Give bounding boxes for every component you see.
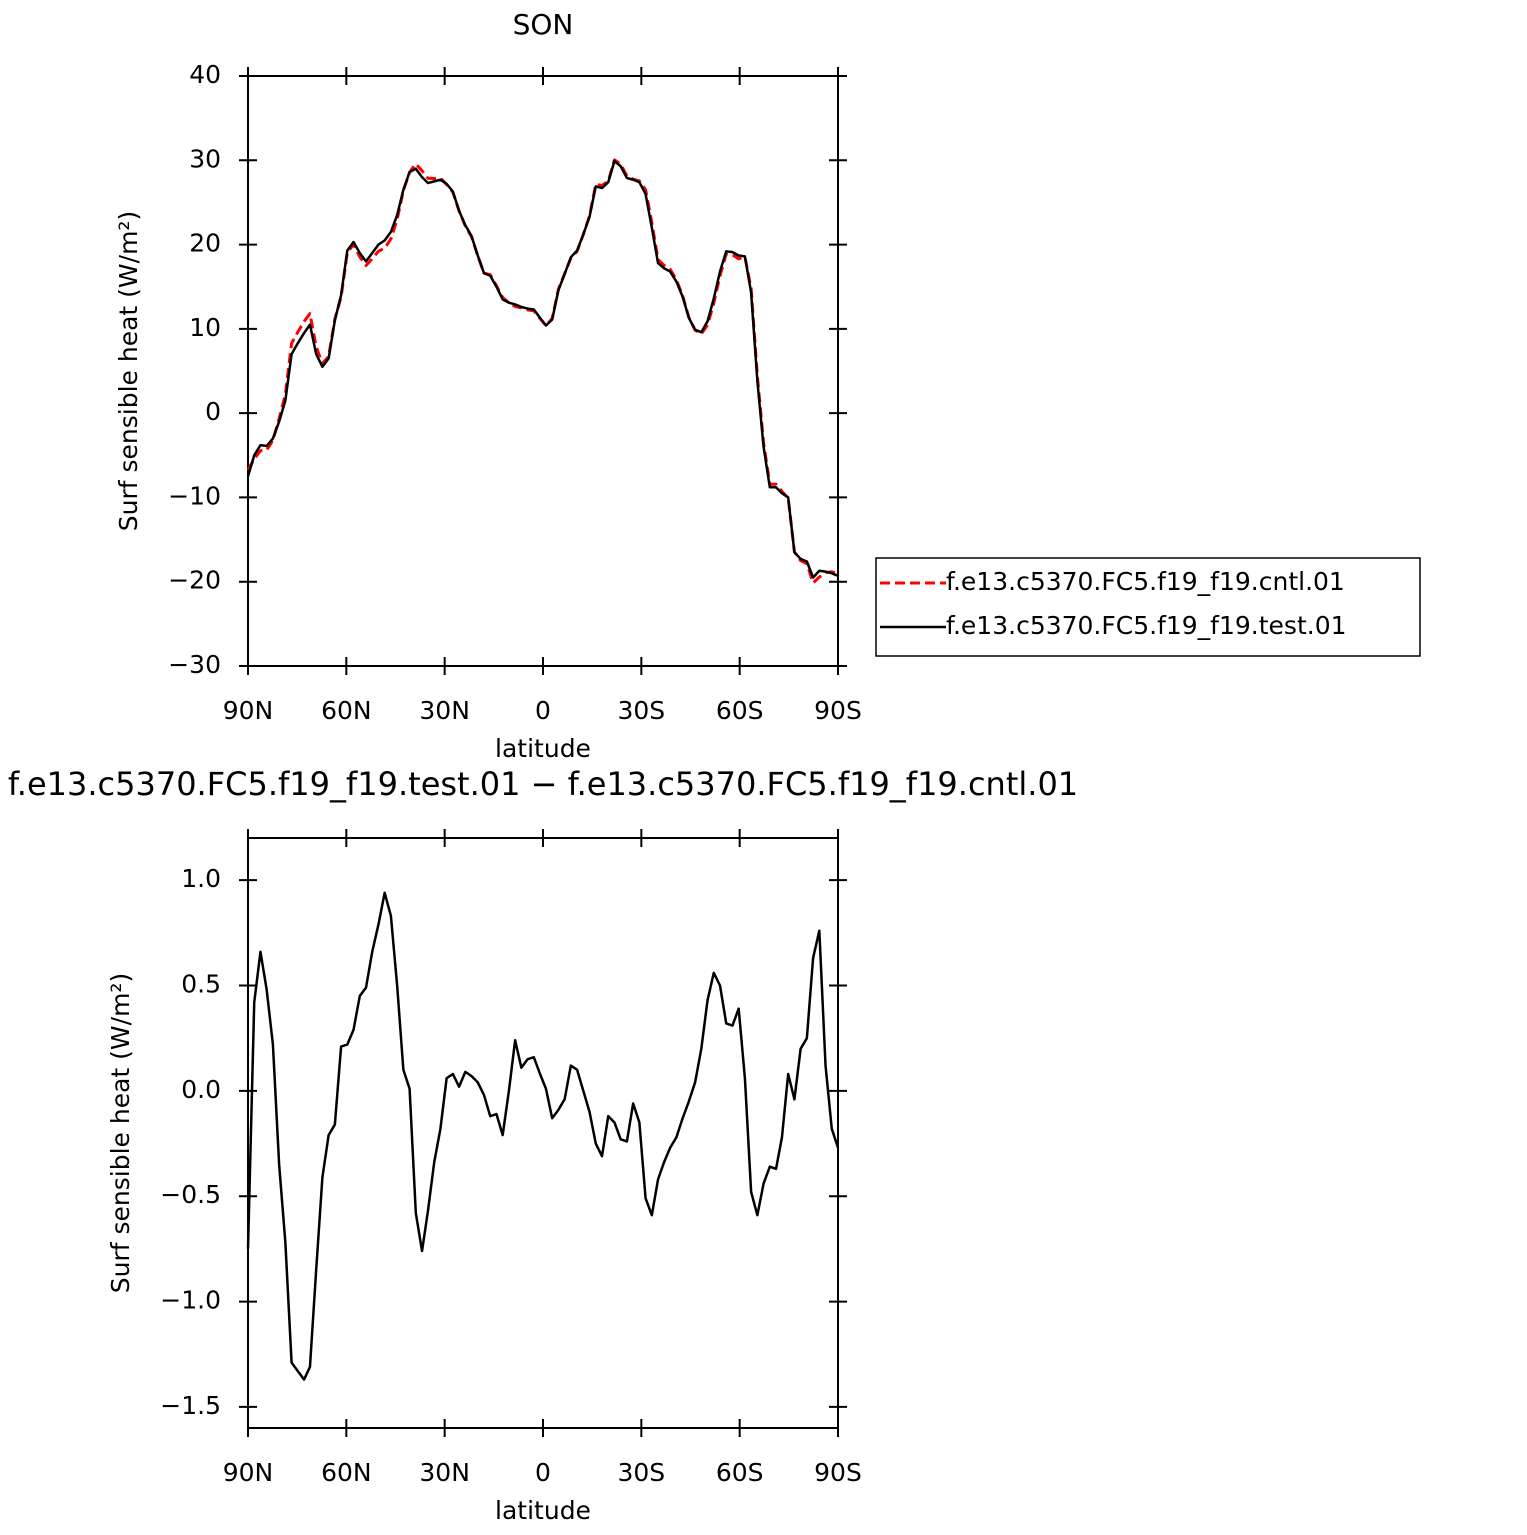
- x-tick-label: 60N: [321, 1458, 372, 1487]
- x-tick-label: 60S: [716, 1458, 764, 1487]
- y-tick-label: 30: [189, 144, 221, 173]
- plot-frame: [247, 837, 839, 1429]
- x-tick-label: 90N: [223, 1458, 274, 1487]
- legend-label: f.e13.c5370.FC5.f19_f19.test.01: [946, 611, 1347, 640]
- y-tick-label: −30: [168, 650, 221, 679]
- legend-box: [875, 557, 1421, 657]
- x-tick-label: 30N: [419, 696, 470, 725]
- x-axis-label: latitude: [495, 1496, 591, 1525]
- x-tick-label: 0: [535, 696, 551, 725]
- data-line: [246, 891, 840, 1381]
- y-tick-label: 40: [189, 60, 221, 89]
- y-axis-label: Surf sensible heat (W/m²): [114, 211, 143, 531]
- x-tick-label: 0: [535, 1458, 551, 1487]
- chart-title: SON: [513, 8, 574, 41]
- x-tick-label: 90N: [223, 696, 274, 725]
- y-tick-label: −10: [168, 481, 221, 510]
- y-tick-label: 0: [205, 397, 221, 426]
- y-tick-label: −0.5: [160, 1180, 221, 1209]
- y-tick-label: 0.0: [181, 1075, 221, 1104]
- x-tick-label: 30S: [617, 1458, 665, 1487]
- x-tick-label: 60S: [716, 696, 764, 725]
- data-line: [246, 158, 839, 585]
- legend-label: f.e13.c5370.FC5.f19_f19.cntl.01: [946, 567, 1345, 596]
- chart-title: f.e13.c5370.FC5.f19_f19.test.01 − f.e13.…: [8, 765, 1078, 803]
- x-tick-label: 90S: [814, 696, 862, 725]
- plot-frame: [247, 75, 839, 667]
- x-axis-label: latitude: [495, 734, 591, 763]
- y-tick-label: 0.5: [181, 970, 221, 999]
- y-tick-label: −20: [168, 566, 221, 595]
- data-line: [246, 159, 839, 579]
- x-tick-label: 60N: [321, 696, 372, 725]
- y-tick-label: 10: [189, 313, 221, 342]
- y-tick-label: −1.0: [160, 1286, 221, 1315]
- x-tick-label: 90S: [814, 1458, 862, 1487]
- y-axis-label: Surf sensible heat (W/m²): [106, 973, 135, 1293]
- x-tick-label: 30S: [617, 696, 665, 725]
- y-tick-label: 20: [189, 229, 221, 258]
- y-tick-label: −1.5: [160, 1391, 221, 1420]
- x-tick-label: 30N: [419, 1458, 470, 1487]
- y-tick-label: 1.0: [181, 864, 221, 893]
